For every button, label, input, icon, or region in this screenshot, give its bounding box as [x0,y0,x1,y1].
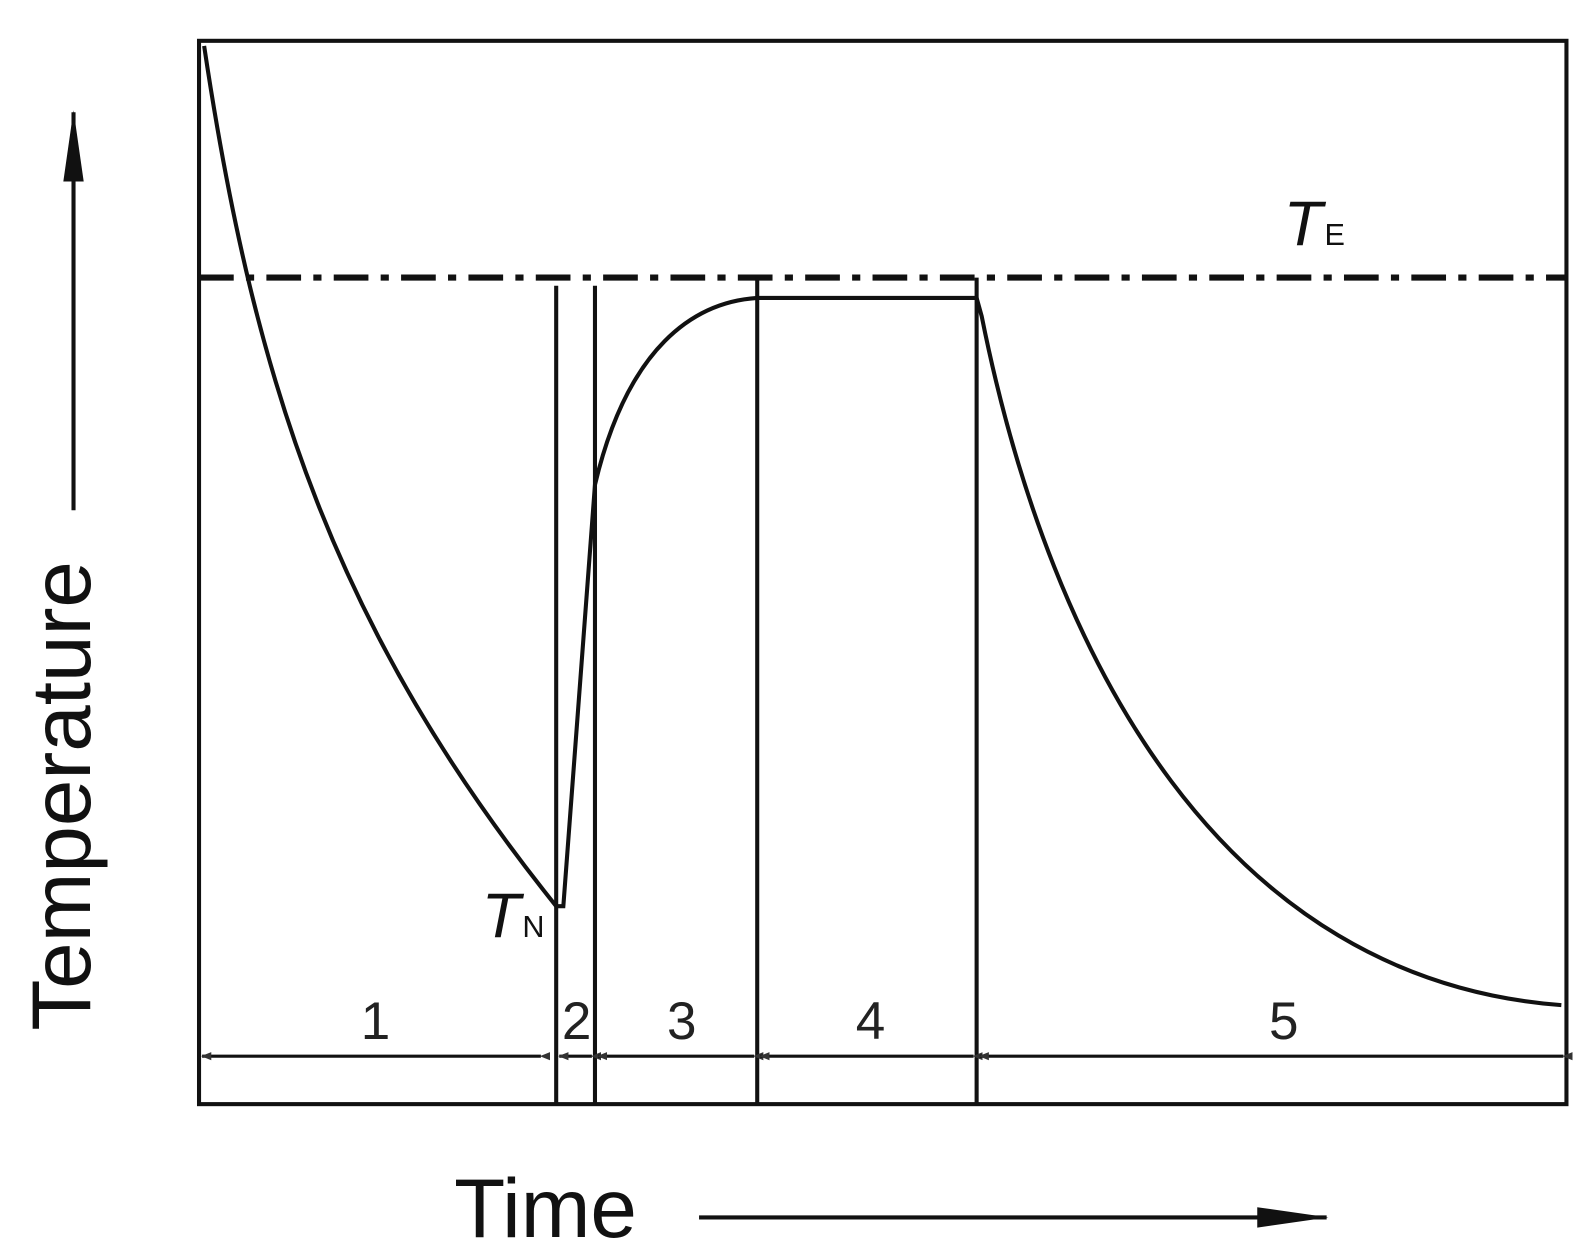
level-label: TE [1284,189,1345,259]
level-subscript: E [1324,218,1344,252]
cooling-curve [202,45,1562,1008]
level-subscript: N [522,910,544,944]
stage-label: 2 [562,992,592,1051]
y-axis-label: Temperature [14,561,108,1031]
stage-label: 3 [667,992,697,1051]
stage-label: 4 [856,992,886,1051]
level-symbol: T [482,881,525,951]
stage-label: 1 [361,992,391,1051]
frame [196,38,1569,1107]
level-label: TN [482,881,545,951]
x-axis-label: Time [454,1161,637,1247]
level-symbol: T [1284,189,1327,259]
stage-label: 5 [1269,992,1299,1051]
